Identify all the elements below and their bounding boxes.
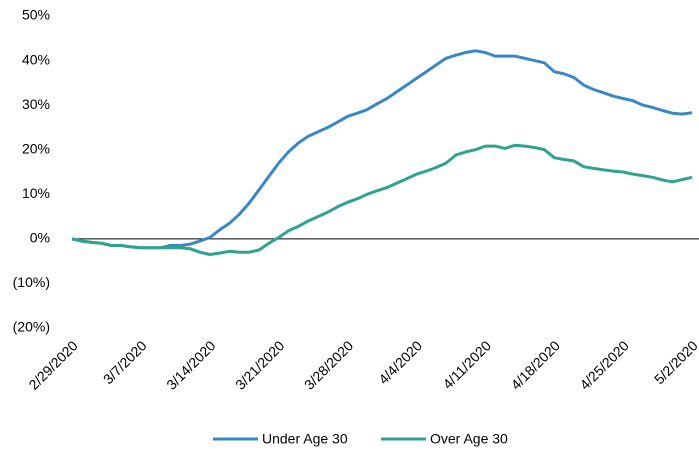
y-tick-label: 20% xyxy=(22,140,50,156)
x-tick-label: 3/14/2020 xyxy=(163,337,219,393)
x-tick-label: 4/4/2020 xyxy=(375,337,425,387)
x-tick-label: 3/21/2020 xyxy=(232,337,288,393)
series-line xyxy=(71,143,693,256)
x-tick-label: 2/29/2020 xyxy=(25,337,81,393)
legend-label: Over Age 30 xyxy=(430,431,508,447)
y-tick-label: (10%) xyxy=(13,274,50,290)
y-tick-label: (20%) xyxy=(13,319,50,335)
legend-label: Under Age 30 xyxy=(262,431,348,447)
x-tick-label: 5/2/2020 xyxy=(651,337,699,387)
x-tick-label: 4/11/2020 xyxy=(439,337,494,392)
x-tick-label: 4/25/2020 xyxy=(576,337,632,393)
y-tick-label: 0% xyxy=(30,230,50,246)
x-tick-label: 3/28/2020 xyxy=(301,337,357,393)
y-tick-label: 50% xyxy=(22,7,50,23)
series-line xyxy=(71,49,693,250)
x-tick-label: 4/18/2020 xyxy=(508,337,564,393)
y-tick-label: 10% xyxy=(22,185,50,201)
y-tick-label: 40% xyxy=(22,51,50,67)
x-tick-label: 3/7/2020 xyxy=(100,337,150,387)
y-tick-label: 30% xyxy=(22,96,50,112)
